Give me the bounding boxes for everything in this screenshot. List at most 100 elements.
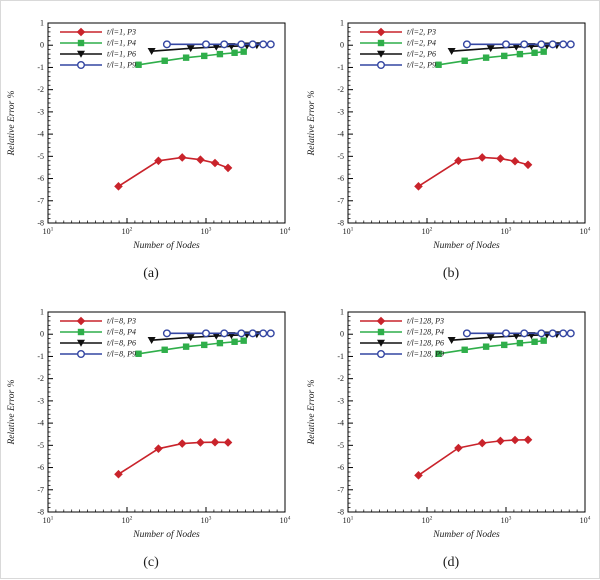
open-circle-marker	[76, 350, 85, 359]
legend-item-P9: t/l=2, P9	[360, 61, 436, 70]
legend: t/l=1, P3 t/l=1, P4 t/l=1, P6 t/l=1, P9	[60, 28, 136, 70]
open-circle-marker	[220, 329, 229, 338]
svg-text:-7: -7	[37, 485, 44, 494]
open-circle-marker	[259, 329, 268, 338]
triangle-down-marker	[147, 337, 156, 345]
y-axis-ticks	[48, 311, 53, 513]
legend-label: t/l=128, P6	[407, 339, 444, 348]
diamond-marker	[114, 469, 123, 479]
series-P3-line	[118, 156, 229, 188]
square-marker	[377, 328, 385, 336]
svg-text:103: 103	[501, 516, 512, 526]
svg-text:0: 0	[340, 41, 344, 50]
square-marker	[501, 52, 508, 60]
x-axis-ticks	[47, 218, 286, 223]
diamond-marker	[376, 316, 386, 326]
open-circle-marker	[462, 40, 471, 49]
square-marker	[435, 350, 442, 357]
x-tick-labels: 101 102 103 104	[43, 516, 291, 526]
open-circle-marker	[559, 329, 568, 338]
legend-label: t/l=8, P3	[107, 317, 136, 326]
open-circle-marker	[462, 329, 471, 338]
svg-text:-2: -2	[37, 374, 44, 383]
x-axis-label: Number of Nodes	[132, 529, 200, 540]
square-marker	[461, 57, 468, 64]
svg-text:101: 101	[343, 516, 354, 526]
legend-label: t/l=2, P4	[407, 39, 436, 48]
y-axis-label: Relative Error %	[7, 90, 17, 156]
svg-text:-6: -6	[337, 174, 344, 183]
square-marker	[377, 39, 385, 47]
open-circle-marker	[548, 40, 557, 49]
svg-text:103: 103	[501, 227, 512, 237]
open-circle-marker	[76, 61, 85, 70]
triangle-down-marker	[377, 50, 385, 58]
diamond-marker	[414, 182, 423, 191]
triangle-down-marker	[77, 50, 85, 58]
svg-text:-8: -8	[337, 508, 344, 517]
legend-label: t/l=1, P3	[107, 28, 136, 37]
svg-text:-2: -2	[337, 374, 344, 383]
svg-text:-7: -7	[37, 196, 44, 205]
x-tick-labels: 101 102 103 104	[343, 516, 591, 526]
svg-text:104: 104	[580, 516, 591, 526]
svg-text:103: 103	[201, 227, 212, 237]
square-marker	[135, 350, 142, 357]
legend-item-P9: t/l=128, P9	[360, 350, 444, 359]
y-tick-labels: 1 0 -1 -2 -3 -4 -5 -6 -7 -8	[337, 19, 344, 228]
open-circle-marker	[537, 329, 546, 338]
svg-text:-7: -7	[337, 485, 344, 494]
open-circle-marker	[520, 329, 529, 338]
svg-text:-1: -1	[337, 352, 344, 361]
open-circle-marker	[162, 40, 171, 49]
series-P3-line	[118, 441, 229, 475]
open-circle-marker	[237, 329, 246, 338]
square-marker	[231, 338, 238, 345]
svg-text:102: 102	[422, 516, 433, 526]
legend-label: t/l=8, P6	[107, 339, 136, 348]
triangle-down-marker	[486, 334, 495, 342]
svg-text:101: 101	[43, 227, 54, 237]
subplot-c: 1 0 -1 -2 -3 -4 -5 -6 -7 -8 101 102 103 104 Number of …	[1, 290, 301, 580]
legend-item-P9: t/l=8, P9	[60, 350, 136, 359]
diamond-marker	[154, 156, 163, 166]
series-P9-markers	[162, 329, 275, 338]
square-marker	[161, 346, 168, 353]
diamond-marker	[523, 160, 533, 170]
diamond-marker	[477, 153, 487, 162]
open-circle-marker	[566, 329, 575, 338]
legend-item-P4: t/l=2, P4	[360, 39, 436, 48]
diamond-marker	[496, 154, 505, 163]
series-P9-markers	[462, 40, 575, 49]
svg-text:-8: -8	[337, 219, 344, 228]
square-marker	[135, 61, 142, 68]
svg-text:-4: -4	[37, 419, 44, 428]
open-circle-marker	[266, 40, 275, 49]
x-tick-labels: 101 102 103 104	[343, 227, 591, 237]
y-tick-labels: 1 0 -1 -2 -3 -4 -5 -6 -7 -8	[37, 19, 44, 228]
open-circle-marker	[201, 329, 210, 338]
square-marker	[240, 48, 247, 55]
series-P4-markers	[135, 48, 247, 68]
svg-text:-7: -7	[337, 196, 344, 205]
svg-text:101: 101	[343, 227, 354, 237]
legend-item-P4: t/l=1, P4	[60, 39, 136, 48]
svg-text:-6: -6	[37, 174, 44, 183]
diamond-marker	[523, 435, 533, 445]
svg-text:-8: -8	[37, 219, 44, 228]
legend-label: t/l=2, P9	[407, 61, 436, 70]
triangle-down-marker	[186, 334, 195, 342]
square-marker	[182, 54, 190, 61]
open-circle-marker	[266, 329, 275, 338]
legend: t/l=2, P3 t/l=2, P4 t/l=2, P6 t/l=2, P9	[360, 28, 436, 70]
square-marker	[461, 346, 468, 353]
diamond-marker	[414, 471, 423, 480]
diamond-marker	[210, 158, 220, 168]
open-circle-marker	[501, 329, 510, 338]
triangle-down-marker	[447, 337, 456, 345]
svg-text:-6: -6	[337, 463, 344, 472]
svg-text:1: 1	[340, 308, 344, 317]
open-circle-marker	[559, 40, 568, 49]
